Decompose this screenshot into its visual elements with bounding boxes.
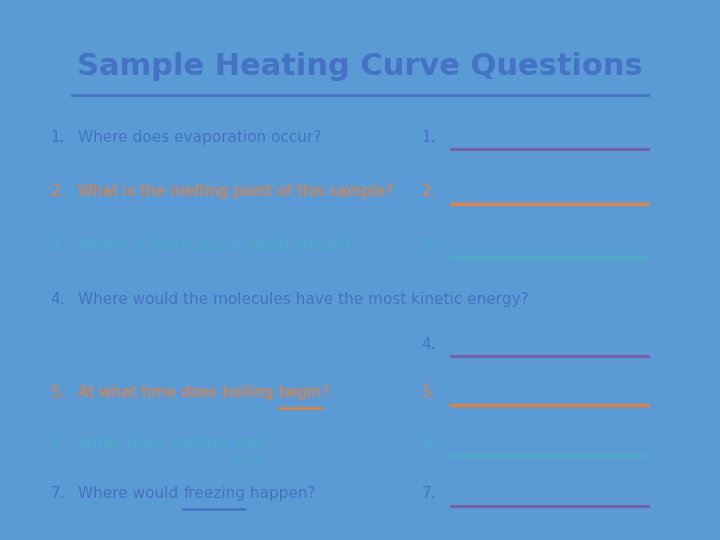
Text: Where is there only a liquid present?: Where is there only a liquid present? (78, 238, 360, 253)
Text: 6.: 6. (421, 436, 436, 451)
Text: Where would the molecules have the most kinetic energy?: Where would the molecules have the most … (78, 292, 529, 307)
Text: 7.: 7. (50, 486, 66, 501)
Text: 3.: 3. (421, 238, 436, 253)
Text: 7.: 7. (422, 486, 436, 501)
Text: 4.: 4. (422, 336, 436, 352)
Text: 6.: 6. (50, 436, 66, 451)
Text: ?: ? (261, 436, 269, 451)
Text: 2.: 2. (50, 184, 66, 199)
Text: 1.: 1. (422, 130, 436, 145)
Text: ?: ? (322, 386, 330, 400)
Text: 5.: 5. (422, 386, 436, 400)
Text: 3.: 3. (50, 238, 66, 253)
Text: Where does evaporation occur?: Where does evaporation occur? (78, 130, 322, 145)
Text: Sample Heating Curve Questions: Sample Heating Curve Questions (77, 52, 643, 82)
Text: end: end (232, 436, 261, 451)
Text: At what time does boiling: At what time does boiling (78, 386, 279, 400)
Text: 5.: 5. (50, 386, 66, 400)
Text: What is the melting point of this sample?: What is the melting point of this sample… (78, 184, 394, 199)
Text: begin: begin (279, 386, 322, 400)
Text: 1.: 1. (50, 130, 66, 145)
Text: Where would: Where would (78, 486, 184, 501)
Text: When does melting: When does melting (78, 436, 232, 451)
Text: 4.: 4. (50, 292, 66, 307)
Text: freezing: freezing (184, 486, 246, 501)
Text: 2.: 2. (422, 184, 436, 199)
Text: happen?: happen? (246, 486, 316, 501)
